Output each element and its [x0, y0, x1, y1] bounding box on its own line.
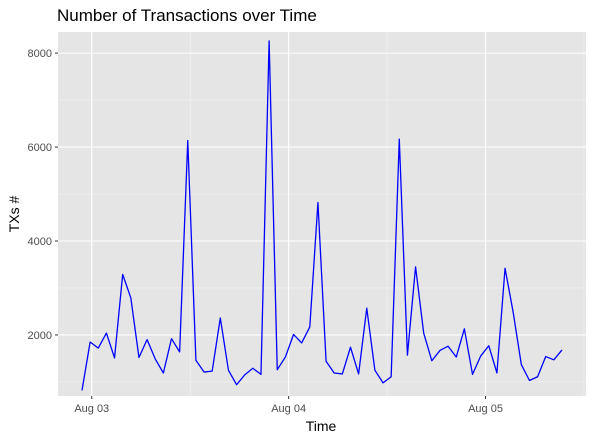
- chart-title: Number of Transactions over Time: [57, 6, 317, 25]
- y-tick-label: 8000: [28, 48, 52, 60]
- x-tick-label: Aug 05: [468, 403, 503, 415]
- x-tick-label: Aug 04: [271, 403, 306, 415]
- y-axis: 2000 4000 6000 8000: [28, 48, 58, 342]
- y-axis-title: TXs #: [6, 196, 22, 233]
- x-tick-label: Aug 03: [74, 403, 109, 415]
- y-tick-label: 4000: [28, 236, 52, 248]
- x-axis: Aug 03 Aug 04 Aug 05: [74, 396, 503, 415]
- y-tick-label: 2000: [28, 330, 52, 342]
- x-axis-title: Time: [306, 418, 337, 434]
- y-tick-label: 6000: [28, 142, 52, 154]
- series-layer: [81, 40, 563, 391]
- grid-lines: [58, 32, 586, 396]
- series-line: [81, 40, 563, 391]
